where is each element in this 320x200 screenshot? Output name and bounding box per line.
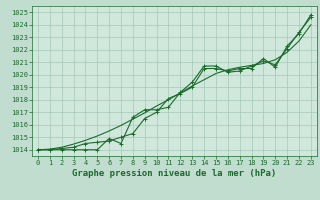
X-axis label: Graphe pression niveau de la mer (hPa): Graphe pression niveau de la mer (hPa): [72, 169, 276, 178]
